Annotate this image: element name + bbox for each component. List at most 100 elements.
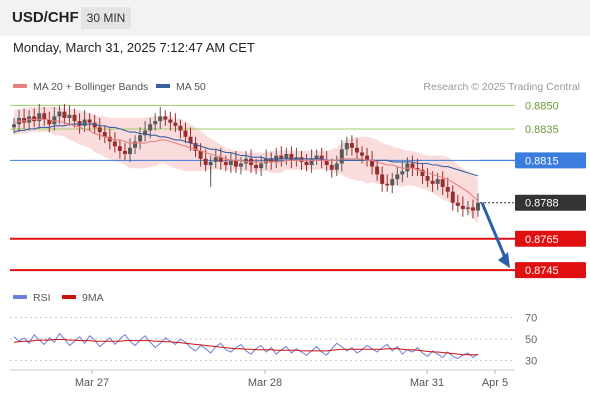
x-tick-label: Mar 31 [410, 377, 444, 389]
ma20-legend-label: MA 20 + Bollinger Bands [33, 81, 148, 93]
rsi-line [13, 332, 479, 359]
candle [390, 179, 395, 186]
candle [62, 111, 67, 118]
support-1-label: 0.8765 [525, 234, 559, 246]
rsi-tick-50: 50 [525, 334, 537, 346]
candle [168, 119, 173, 123]
candle [284, 154, 289, 159]
candle [410, 163, 415, 169]
candle [349, 143, 354, 148]
top-bar: USD/CHF 30 MIN [0, 0, 590, 36]
candle [279, 155, 284, 159]
forecast-arrow-shaft [480, 202, 509, 263]
candle [112, 141, 117, 147]
candle [440, 179, 445, 187]
candle [244, 158, 248, 164]
rsi-ma9-line [13, 339, 478, 356]
candle [385, 183, 390, 186]
ma50-legend-swatch [156, 84, 170, 88]
candle [173, 122, 178, 126]
pivot-tag [515, 152, 586, 169]
candle [470, 207, 475, 211]
candle [435, 179, 440, 184]
x-tick-label: Mar 27 [75, 377, 109, 389]
credit-label: Research © 2025 Trading Central [423, 81, 580, 93]
timeframe-button[interactable]: 30 MIN [81, 7, 131, 29]
candle [57, 111, 62, 117]
candle [370, 160, 375, 167]
candle [304, 161, 309, 166]
candle [42, 113, 47, 120]
x-axis: Mar 27 Mar 28 Mar 31 Apr 5 [75, 370, 508, 389]
candle [339, 149, 344, 164]
candle [319, 155, 324, 161]
candle [122, 150, 127, 155]
ma50-legend-label: MA 50 [176, 81, 206, 93]
ma50-line [13, 123, 479, 177]
candle [133, 141, 138, 148]
ma20-line [13, 118, 479, 202]
candle [77, 121, 82, 126]
candle [289, 154, 294, 161]
support-2-tag [515, 262, 586, 279]
candle [102, 132, 107, 137]
candle [400, 171, 405, 175]
candle [153, 121, 158, 125]
rsi-panel: 70 50 30 [10, 312, 537, 368]
x-tick-label: Apr 5 [482, 377, 508, 389]
support-1-tag [515, 230, 586, 247]
forecast-arrow-head [498, 252, 510, 269]
candle [218, 157, 223, 162]
candle [269, 158, 274, 162]
candle [47, 119, 52, 125]
candle [264, 158, 269, 164]
rsi-legend-label: RSI [33, 292, 51, 304]
candle [163, 116, 168, 120]
candle [183, 130, 188, 137]
candle [148, 124, 153, 131]
rsi-legend-swatch [13, 295, 27, 299]
candle [365, 155, 370, 161]
candle [430, 180, 435, 184]
candle [72, 114, 77, 122]
candle [12, 124, 16, 128]
candle [455, 202, 460, 206]
candle [405, 163, 410, 172]
symbol-label: USD/CHF [12, 9, 79, 26]
support-2-label: 0.8745 [525, 265, 559, 277]
candle [128, 147, 132, 155]
candle [309, 158, 314, 166]
candle [254, 165, 259, 169]
candle [375, 166, 380, 175]
candle [476, 202, 480, 211]
candle [188, 136, 193, 144]
candle [178, 125, 183, 131]
candle [67, 114, 72, 118]
candle [425, 176, 430, 181]
candle [22, 117, 27, 123]
candle [158, 116, 163, 122]
candle [380, 174, 385, 184]
ma9-legend-swatch [62, 295, 76, 299]
rsi-tick-30: 30 [525, 356, 537, 368]
resistance-1-label: 0.8835 [525, 124, 559, 136]
candle [32, 116, 37, 122]
last-price-label: 0.8788 [525, 198, 559, 210]
candle [107, 136, 112, 142]
candle [203, 158, 208, 166]
candle [213, 157, 218, 162]
candle [82, 119, 87, 126]
candle [299, 157, 304, 162]
candle [117, 146, 122, 151]
candle [238, 163, 243, 167]
candle [334, 163, 339, 170]
candle [52, 116, 57, 125]
candle [97, 127, 102, 133]
candle [420, 169, 425, 177]
candle [223, 161, 228, 166]
candle [92, 122, 97, 128]
candle [87, 119, 92, 123]
datetime-label: Monday, March 31, 2025 7:12:47 AM CET [13, 40, 255, 55]
candle [37, 113, 42, 122]
